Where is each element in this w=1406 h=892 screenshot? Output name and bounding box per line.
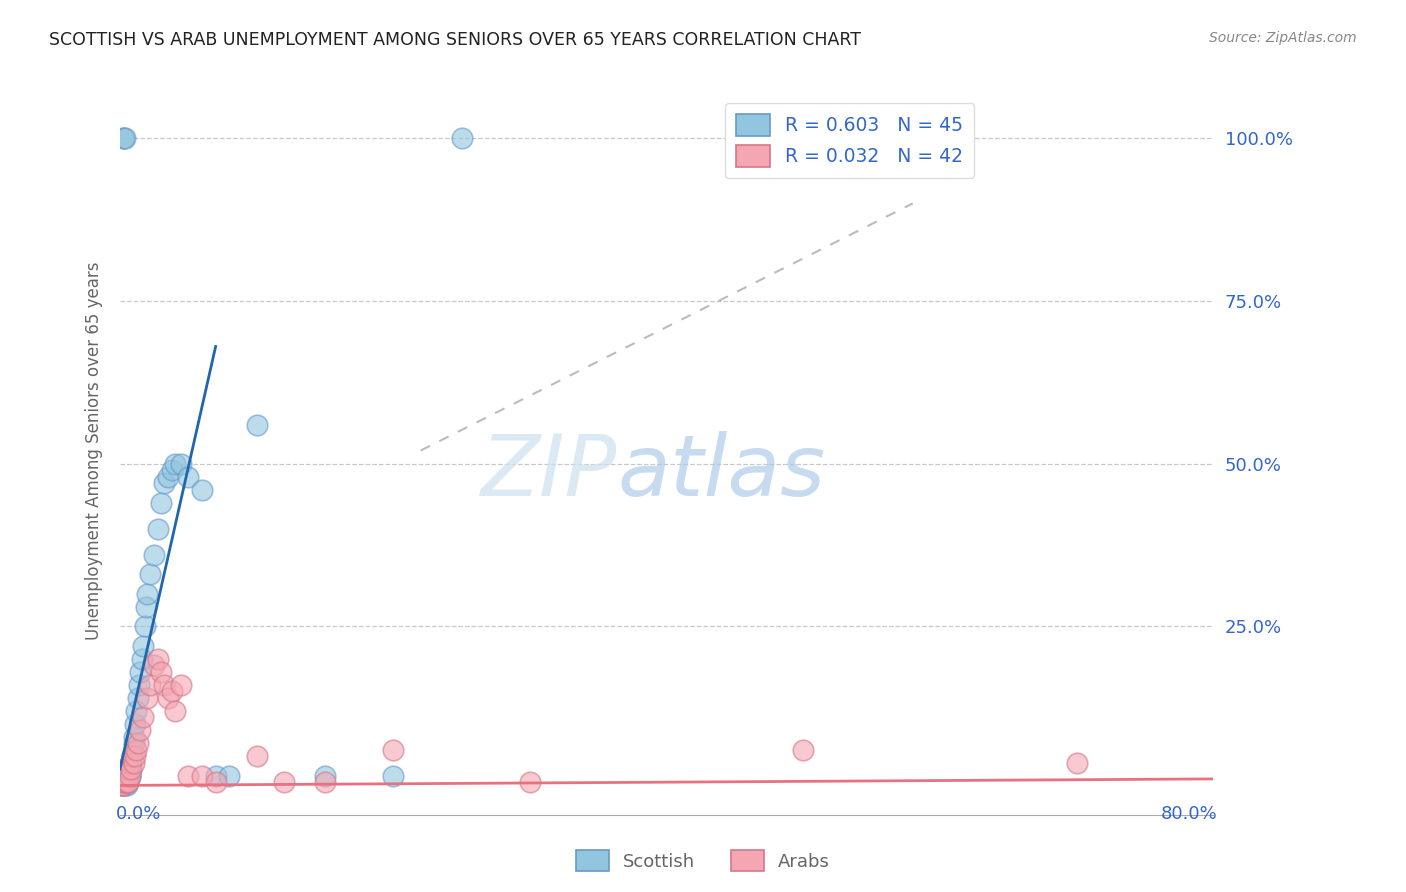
Point: [117, 775, 139, 789]
Point: [127, 736, 149, 750]
Point: [170, 678, 193, 692]
Point: [149, 665, 172, 679]
Point: [519, 775, 541, 789]
Point: [191, 769, 214, 783]
Point: [121, 749, 143, 764]
Point: [152, 678, 174, 692]
Point: [314, 775, 336, 789]
Point: [128, 678, 150, 692]
Point: [131, 651, 153, 665]
Point: [115, 769, 138, 783]
Point: [204, 775, 226, 789]
Point: [112, 762, 135, 776]
Point: [124, 716, 146, 731]
Point: [121, 749, 143, 764]
Point: [177, 769, 200, 783]
Point: [218, 769, 240, 783]
Point: [117, 775, 139, 789]
Point: [382, 742, 405, 756]
Point: [122, 756, 145, 770]
Point: [152, 476, 174, 491]
Point: [156, 690, 179, 705]
Legend: Scottish, Arabs: Scottish, Arabs: [569, 843, 837, 879]
Point: [114, 769, 136, 783]
Point: [132, 710, 155, 724]
Point: [149, 495, 172, 509]
Point: [156, 469, 179, 483]
Point: [136, 690, 159, 705]
Point: [134, 619, 156, 633]
Text: Source: ZipAtlas.com: Source: ZipAtlas.com: [1209, 31, 1357, 45]
Point: [115, 775, 138, 789]
Y-axis label: Unemployment Among Seniors over 65 years: Unemployment Among Seniors over 65 years: [86, 261, 103, 640]
Point: [382, 769, 405, 783]
Point: [117, 772, 139, 786]
Point: [124, 749, 146, 764]
Point: [120, 762, 142, 776]
Point: [118, 769, 141, 783]
Point: [112, 779, 135, 793]
Point: [111, 779, 134, 793]
Point: [143, 548, 166, 562]
Point: [177, 469, 200, 483]
Text: 80.0%: 80.0%: [1161, 805, 1218, 823]
Text: atlas: atlas: [617, 431, 825, 514]
Point: [160, 463, 183, 477]
Text: 0.0%: 0.0%: [115, 805, 162, 823]
Point: [450, 131, 472, 145]
Point: [111, 779, 134, 793]
Point: [122, 730, 145, 744]
Text: SCOTTISH VS ARAB UNEMPLOYMENT AMONG SENIORS OVER 65 YEARS CORRELATION CHART: SCOTTISH VS ARAB UNEMPLOYMENT AMONG SENI…: [49, 31, 862, 49]
Point: [792, 742, 814, 756]
Point: [314, 769, 336, 783]
Point: [120, 756, 142, 770]
Point: [129, 723, 152, 738]
Point: [114, 779, 136, 793]
Point: [143, 658, 166, 673]
Point: [127, 690, 149, 705]
Point: [135, 599, 157, 614]
Point: [112, 131, 135, 145]
Point: [246, 749, 269, 764]
Point: [115, 775, 138, 789]
Point: [136, 586, 159, 600]
Point: [139, 567, 162, 582]
Point: [148, 522, 170, 536]
Point: [118, 756, 141, 770]
Legend: R = 0.603   N = 45, R = 0.032   N = 42: R = 0.603 N = 45, R = 0.032 N = 42: [725, 103, 974, 178]
Point: [111, 769, 134, 783]
Point: [117, 762, 139, 776]
Point: [125, 704, 148, 718]
Point: [118, 769, 141, 783]
Text: ZIP: ZIP: [481, 431, 617, 514]
Point: [110, 779, 132, 793]
Point: [110, 779, 132, 793]
Point: [1066, 756, 1088, 770]
Point: [170, 457, 193, 471]
Point: [132, 639, 155, 653]
Point: [139, 678, 162, 692]
Point: [160, 684, 183, 698]
Point: [125, 742, 148, 756]
Point: [163, 457, 186, 471]
Point: [110, 775, 132, 789]
Point: [163, 704, 186, 718]
Point: [114, 775, 136, 789]
Point: [148, 651, 170, 665]
Point: [112, 775, 135, 789]
Point: [120, 762, 142, 776]
Point: [111, 131, 134, 145]
Point: [191, 483, 214, 497]
Point: [122, 736, 145, 750]
Point: [273, 775, 295, 789]
Point: [129, 665, 152, 679]
Point: [204, 769, 226, 783]
Point: [246, 417, 269, 432]
Point: [115, 779, 138, 793]
Point: [114, 131, 136, 145]
Point: [118, 769, 141, 783]
